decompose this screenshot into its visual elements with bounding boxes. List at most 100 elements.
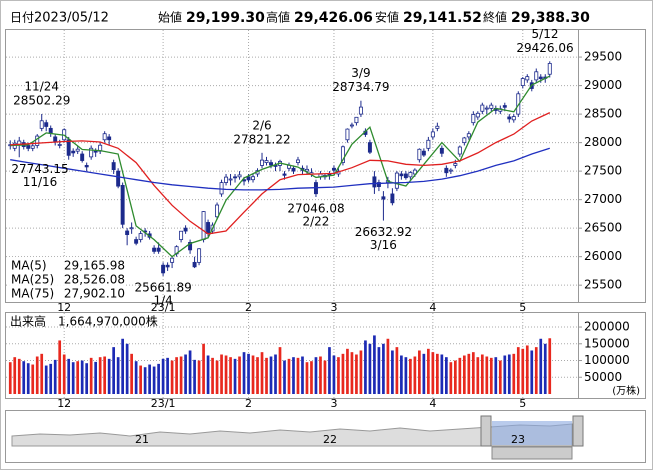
legend-name: MA(25) bbox=[11, 273, 54, 287]
volume-bar bbox=[62, 354, 66, 394]
candle-body bbox=[44, 122, 49, 127]
volume-bar bbox=[247, 353, 250, 394]
volume-bar bbox=[525, 345, 529, 394]
volume-bar bbox=[516, 347, 520, 394]
volume-bar bbox=[368, 343, 372, 394]
volume-bar bbox=[85, 363, 89, 394]
candle-body bbox=[66, 139, 71, 156]
x-tick-label: 3 bbox=[330, 397, 337, 410]
candle-body bbox=[161, 264, 166, 274]
candle-body bbox=[188, 242, 193, 251]
candle-body bbox=[102, 133, 107, 141]
volume-bar bbox=[391, 350, 394, 394]
volume-bar bbox=[274, 354, 277, 394]
summary-value: 29,199.30 bbox=[186, 10, 265, 26]
candle-body bbox=[426, 139, 431, 149]
x-tick-label: 3 bbox=[330, 301, 337, 314]
volume-bar bbox=[80, 360, 84, 394]
navigator-selection[interactable] bbox=[492, 421, 572, 445]
volume-bar bbox=[431, 352, 435, 394]
volume-bar bbox=[49, 363, 53, 394]
candle-body bbox=[376, 182, 381, 187]
volume-bar bbox=[229, 357, 232, 394]
annotation-value: 28734.79 bbox=[332, 80, 389, 94]
volume-bar bbox=[480, 354, 484, 394]
volume-bar bbox=[534, 347, 538, 394]
candle-body bbox=[475, 112, 480, 118]
legend-value: 27,902.10 bbox=[64, 287, 125, 301]
candle-body bbox=[345, 128, 350, 141]
candle-body bbox=[349, 124, 354, 127]
volume-bar bbox=[507, 354, 511, 394]
candle-body bbox=[215, 204, 220, 218]
volume-bar bbox=[269, 356, 273, 394]
volume-bar bbox=[341, 353, 345, 394]
volume-total: 1,664,970,000株 bbox=[58, 314, 158, 329]
candle-body bbox=[525, 76, 530, 81]
volume-bar bbox=[139, 365, 142, 394]
volume-bar bbox=[467, 353, 471, 394]
candle-body bbox=[547, 63, 552, 75]
volume-bar bbox=[283, 360, 286, 394]
volume-bar bbox=[404, 357, 408, 394]
volume-bar bbox=[161, 358, 165, 394]
volume-tick-label: 150000 bbox=[584, 336, 630, 350]
volume-bar bbox=[184, 354, 187, 394]
candle-body bbox=[282, 173, 287, 176]
navigator-handle-left[interactable] bbox=[480, 415, 492, 447]
volume-bar bbox=[35, 356, 39, 394]
candle-body bbox=[30, 145, 35, 149]
volume-bar bbox=[265, 357, 268, 394]
y-tick-label: 28000 bbox=[584, 135, 622, 149]
candle-body bbox=[381, 196, 386, 200]
candle-body bbox=[206, 222, 211, 234]
y-tick-label: 29000 bbox=[584, 78, 622, 92]
volume-bar bbox=[413, 356, 417, 394]
x-tick-label: 2 bbox=[245, 397, 252, 410]
volume-bar bbox=[260, 352, 264, 394]
volume-bar bbox=[256, 357, 259, 394]
candle-body bbox=[80, 153, 85, 161]
volume-bar bbox=[179, 356, 183, 394]
volume-bar bbox=[76, 361, 80, 394]
volume-bar bbox=[471, 352, 475, 394]
legend-value: 29,165.98 bbox=[64, 259, 125, 273]
volume-bar bbox=[130, 353, 133, 394]
x-tick-label: 2 bbox=[245, 301, 252, 314]
candle-body bbox=[480, 104, 485, 112]
annotation-date: 3/9 bbox=[351, 66, 370, 80]
volume-bar bbox=[215, 360, 219, 394]
y-tick-label: 26000 bbox=[584, 249, 622, 263]
volume-tick-label: 50000 bbox=[584, 370, 622, 384]
volume-bar bbox=[44, 365, 48, 394]
volume-bar bbox=[134, 361, 138, 394]
volume-bar bbox=[476, 357, 480, 394]
volume-bar bbox=[31, 364, 35, 394]
volume-tick-label: 200000 bbox=[584, 320, 630, 334]
navigator-scrollbar[interactable] bbox=[491, 446, 573, 460]
volume-bar bbox=[292, 357, 295, 394]
x-tick-label: 23/1 bbox=[151, 301, 176, 314]
volume-bar bbox=[458, 357, 462, 394]
volume-bar bbox=[382, 343, 385, 394]
volume-bar bbox=[422, 353, 426, 394]
navigator-handle-right[interactable] bbox=[572, 415, 584, 447]
annotation-value: 25661.89 bbox=[134, 280, 191, 294]
volume-bar bbox=[40, 353, 44, 394]
candle-body bbox=[84, 165, 89, 168]
volume-bar bbox=[242, 352, 246, 394]
candle-body bbox=[170, 257, 175, 263]
volume-bar bbox=[233, 358, 237, 394]
annotation-date: 5/12 bbox=[532, 27, 559, 41]
candle-body bbox=[57, 144, 62, 146]
candle-body bbox=[399, 173, 404, 177]
volume-bar bbox=[494, 357, 498, 394]
volume-bar bbox=[328, 347, 331, 394]
volume-title: 出来高 bbox=[10, 314, 46, 329]
candle-body bbox=[520, 78, 525, 86]
candle-body bbox=[462, 137, 467, 144]
x-tick-label: 4 bbox=[429, 397, 436, 410]
candle-body bbox=[134, 239, 139, 244]
candle-body bbox=[251, 176, 255, 181]
ma-line bbox=[10, 112, 551, 235]
